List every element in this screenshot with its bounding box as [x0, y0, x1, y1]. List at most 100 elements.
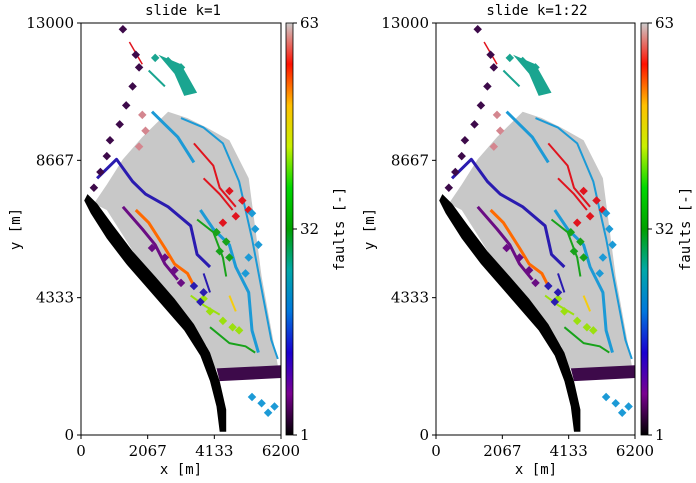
- fault-block: [550, 297, 560, 307]
- fault-trace: [563, 326, 610, 354]
- reservoir-region: [448, 111, 632, 372]
- x-tick-label: 4133: [550, 442, 588, 460]
- fault-block: [218, 218, 228, 227]
- fault-block: [96, 167, 105, 177]
- fault-block: [150, 53, 160, 63]
- bottom-fault-band: [216, 365, 281, 382]
- fault-block: [505, 53, 515, 63]
- fault-trace: [550, 218, 582, 277]
- fault-block: [601, 392, 611, 402]
- fault-block: [524, 265, 534, 275]
- colorbar-ticks: 1 32 63: [293, 14, 319, 444]
- fault-block: [560, 307, 569, 316]
- fault-trace: [505, 110, 550, 164]
- colorbar-tick-label: 1: [300, 426, 310, 444]
- fault-block: [118, 25, 128, 34]
- y-tick-label: 0: [419, 426, 429, 444]
- fault-block: [128, 82, 137, 91]
- colorbar-tick-label: 63: [300, 14, 319, 32]
- y-tick-label: 0: [64, 426, 74, 444]
- fault-block: [212, 227, 221, 237]
- colorbar-label: faults [-]: [678, 187, 694, 271]
- fault-block: [483, 82, 492, 91]
- fault-block: [170, 265, 179, 275]
- fault-trace: [228, 295, 237, 312]
- fault-block: [457, 151, 466, 161]
- fault-block: [502, 243, 511, 253]
- y-tick-label: 13000: [381, 14, 429, 32]
- x-tick-label: 6200: [262, 442, 300, 460]
- fault-trace: [502, 69, 521, 88]
- fault-block: [176, 63, 186, 72]
- axes-frame: [80, 22, 282, 436]
- colorbar-tick-label: 32: [300, 220, 319, 238]
- fault-trace: [190, 294, 221, 316]
- fault-trace: [202, 177, 234, 211]
- fault-block: [196, 297, 205, 307]
- x-ticks: 0 2067 4133 6200: [431, 435, 654, 460]
- fault-trace: [476, 205, 534, 281]
- fault-trace: [196, 218, 228, 277]
- x-tick-label: 4133: [195, 442, 233, 460]
- fault-block: [134, 63, 144, 72]
- fault-block: [257, 399, 266, 408]
- fault-block: [225, 186, 234, 196]
- x-axis-label: x [m]: [515, 462, 557, 478]
- fault-block: [451, 167, 460, 177]
- plot-area: [439, 25, 635, 432]
- fault-block: [486, 50, 495, 59]
- fault-block: [489, 142, 499, 151]
- fault-block: [163, 56, 173, 66]
- fault-block: [589, 326, 598, 335]
- fault-trace: [199, 209, 260, 354]
- fault-trace: [134, 208, 196, 287]
- x-tick-label: 0: [431, 442, 441, 460]
- fault-trace: [547, 142, 591, 208]
- x-axis-label: x [m]: [160, 462, 202, 478]
- x-tick-label: 2067: [483, 442, 521, 460]
- fault-block: [611, 399, 620, 408]
- fault-block: [263, 408, 273, 418]
- fault-trace: [557, 273, 566, 293]
- reservoir-region: [93, 111, 278, 372]
- fault-trace: [202, 273, 211, 293]
- fault-block: [476, 101, 486, 110]
- fault-block: [495, 126, 505, 136]
- fault-block: [234, 326, 244, 335]
- fault-block: [121, 101, 131, 110]
- fault-block: [247, 392, 257, 402]
- panel-slide-k1-22: slide k=1:22 0 2067 4133 6200 0 4333 8667 1300…: [362, 3, 694, 478]
- panel-slide-k1: slide k=1 0 2067 4133 6200 0 4333 8667 13000 x…: [8, 3, 348, 478]
- fault-block: [115, 120, 124, 129]
- fault-trace: [450, 157, 566, 269]
- fault-block: [553, 288, 563, 297]
- fault-block: [254, 240, 263, 250]
- fault-trace: [96, 157, 212, 269]
- fault-trace: [209, 326, 256, 354]
- fault-block: [131, 50, 141, 59]
- panel-title: slide k=1:22: [486, 3, 587, 19]
- x-tick-label: 2067: [129, 442, 167, 460]
- fault-block: [160, 253, 170, 262]
- fault-block: [617, 408, 627, 418]
- fault-trace: [544, 294, 575, 316]
- y-tick-label: 8667: [36, 151, 74, 169]
- fault-block: [270, 402, 279, 411]
- y-ticks: 0 4333 8667 13000: [26, 14, 81, 444]
- fault-block: [225, 253, 234, 262]
- y-tick-label: 4333: [391, 289, 429, 307]
- fault-trace: [557, 177, 588, 211]
- y-axis-label: y [m]: [8, 208, 24, 250]
- x-tick-label: 6200: [616, 442, 654, 460]
- fault-block: [444, 183, 454, 193]
- fault-block: [572, 316, 582, 326]
- fault-block: [250, 224, 260, 234]
- plot-area: [84, 25, 281, 432]
- x-ticks: 0 2067 4133 6200: [76, 435, 300, 460]
- fault-trace: [193, 142, 237, 208]
- fault-block: [138, 110, 147, 120]
- fault-block: [241, 269, 250, 278]
- colorbar: [640, 22, 649, 436]
- y-axis-label: y [m]: [362, 208, 378, 250]
- axes-frame: [435, 22, 636, 436]
